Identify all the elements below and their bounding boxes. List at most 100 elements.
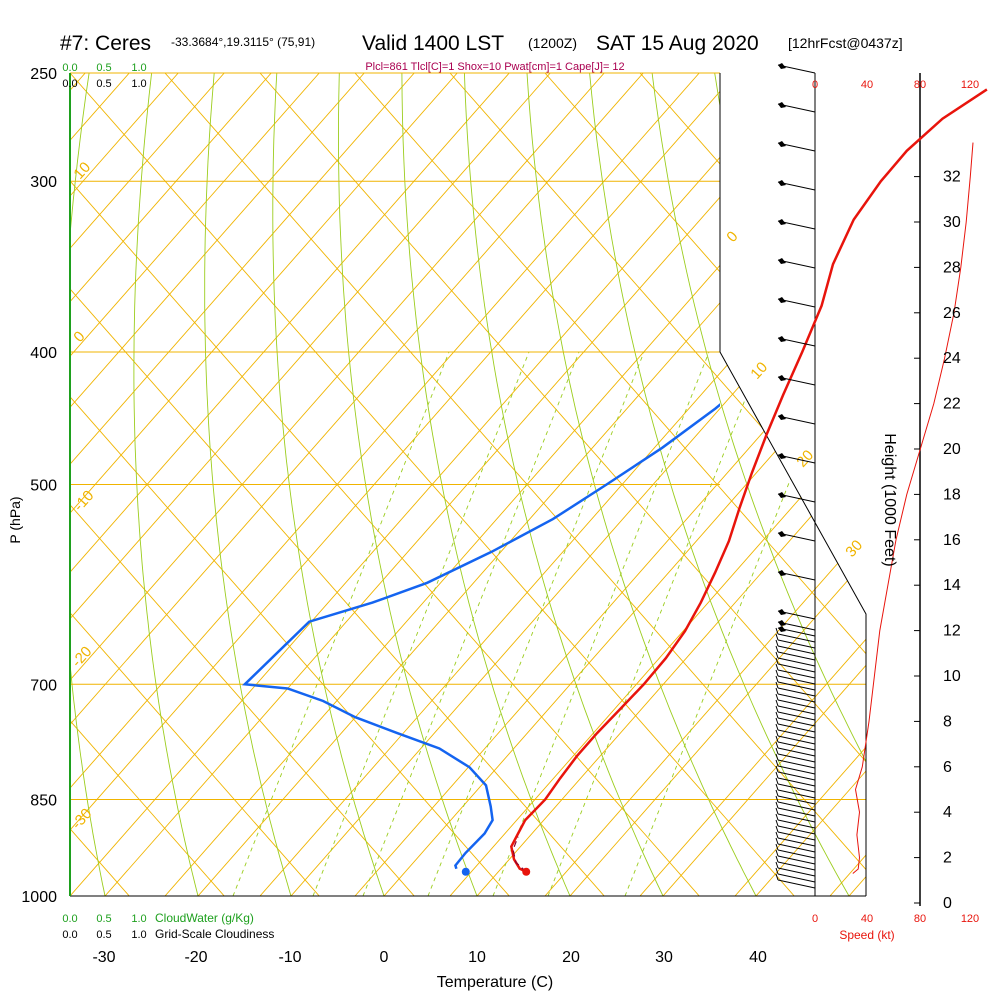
speed-tick-label-top: 120 <box>961 79 979 91</box>
wind-barb <box>777 645 816 655</box>
isotherm-label: 10 <box>747 359 771 383</box>
wind-barb <box>777 729 816 739</box>
mixing-ratio-line <box>492 351 710 896</box>
wind-barb-feather <box>775 741 779 749</box>
height-tick-label: 20 <box>943 441 961 458</box>
wind-barb <box>777 867 816 877</box>
theta-guide-line <box>544 73 866 896</box>
wind-barb-flag <box>778 609 786 615</box>
wind-barb-feather <box>775 645 779 653</box>
wind-barb-flag <box>778 297 786 303</box>
theta-guide-line <box>925 73 1000 896</box>
theta-guide-line <box>925 73 1000 896</box>
isotherm-line <box>383 73 866 896</box>
wind-barb-flag <box>778 531 786 537</box>
isotherm-label: -10 <box>70 487 97 514</box>
dry-adiabat-line <box>272 73 395 896</box>
cloudiness-tick-label-bottom: 1.0 <box>131 929 146 941</box>
wind-barb <box>777 723 816 733</box>
wind-barb-feather <box>775 789 779 797</box>
zulu-time: (1200Z) <box>528 35 577 51</box>
wind-barb <box>777 669 816 679</box>
cloudiness-tick-label-top: 0.0 <box>62 78 77 90</box>
wind-barb-feather <box>775 831 779 839</box>
wind-barb-feather <box>775 705 779 713</box>
pressure-tick-label: 1000 <box>21 889 57 906</box>
wind-barb <box>777 831 816 841</box>
wind-barb <box>777 819 816 829</box>
wind-barb-feather <box>775 753 779 761</box>
wind-barb-feather <box>775 717 779 725</box>
wind-barb-feather <box>775 639 779 647</box>
theta-guide-line <box>70 73 415 896</box>
pressure-tick-label: 700 <box>30 677 57 694</box>
height-tick-label: 2 <box>943 850 952 867</box>
height-tick-label: 24 <box>943 350 961 367</box>
wind-barb-flag <box>778 375 786 381</box>
theta-guide-line <box>829 73 866 896</box>
mixing-ratio-label: 12 <box>540 900 560 920</box>
height-tick-label: 12 <box>943 623 961 640</box>
wind-barb <box>777 675 816 685</box>
wind-barb-feather <box>775 765 779 773</box>
wind-barb-feather <box>775 825 779 833</box>
wind-barb <box>777 861 816 871</box>
wind-barb-feather <box>775 735 779 743</box>
isotherm-line <box>70 73 365 896</box>
mixing-ratio-line <box>312 351 530 896</box>
wind-barb-feather <box>775 627 779 635</box>
wind-barb-flag <box>778 453 786 459</box>
wind-barb-feather <box>775 675 779 683</box>
station-coords: -33.3684°,19.3115° (75,91) <box>171 35 315 49</box>
wind-barb-flag <box>778 492 786 498</box>
y-axis-label: P (hPa) <box>7 496 23 543</box>
axis-ticks: -30 -20 -10 0 10 20 30 402503004005007008501000… <box>21 62 979 966</box>
diagram-frame <box>719 73 867 896</box>
dry-adiabat-line <box>958 49 1000 925</box>
wind-barb <box>777 879 816 889</box>
wind-barb-feather <box>775 747 779 755</box>
isotherm-label: 30 <box>842 537 866 561</box>
wind-barb <box>777 681 816 691</box>
wind-barb-flag <box>778 336 786 342</box>
wind-barb-feather <box>775 777 779 785</box>
wind-barb <box>777 825 816 835</box>
wind-barb-flag <box>778 180 786 186</box>
dry-adiabat-line <box>648 73 866 896</box>
wind-barb <box>777 705 816 715</box>
mixing-ratio-lines: 1 2 3 5 8 12 20 <box>232 351 842 920</box>
wind-barb <box>777 795 816 805</box>
speed-tick-label-bottom: 0 <box>812 913 818 925</box>
theta-guide-line <box>829 73 866 896</box>
isotherm-label: 0 <box>723 228 741 246</box>
theta-guide-line <box>70 73 320 896</box>
cloudiness-tick-label-top: 1.0 <box>131 78 146 90</box>
wind-barb-flag <box>778 570 786 576</box>
pressure-tick-label: 300 <box>30 174 57 191</box>
forecast-date: SAT 15 Aug 2020 <box>596 32 759 55</box>
mixing-ratio-line <box>427 351 645 896</box>
theta-guide-line <box>70 73 225 896</box>
wind-barb-feather <box>775 687 779 695</box>
stability-indices: Plcl=861 Tlcl[C]=1 Shox=10 Pwat[cm]=1 Ca… <box>365 61 624 73</box>
isotherm-label: 10 <box>70 159 94 183</box>
surface-dewpoint-point <box>461 867 470 876</box>
cloudwater-tick-label-bottom: 1.0 <box>131 913 146 925</box>
wind-barb-feather <box>775 837 779 845</box>
theta-guide-line <box>70 73 415 896</box>
speed-tick-label-top: 80 <box>914 79 926 91</box>
isotherm-line <box>70 73 272 896</box>
height-tick-label: 14 <box>943 577 961 594</box>
theta-guide-line <box>639 73 866 896</box>
forecast-info: [12hrFcst@0437z] <box>788 35 903 51</box>
mixing-ratio-line <box>232 351 450 896</box>
height-tick-label: 26 <box>943 305 961 322</box>
temperature-profile <box>509 88 988 873</box>
wind-barb-feather <box>775 813 779 821</box>
wind-barb <box>777 693 816 703</box>
pressure-tick-label: 400 <box>30 345 57 362</box>
mixing-ratio-label: 3 <box>357 903 374 917</box>
wind-barb-feather <box>775 843 779 851</box>
